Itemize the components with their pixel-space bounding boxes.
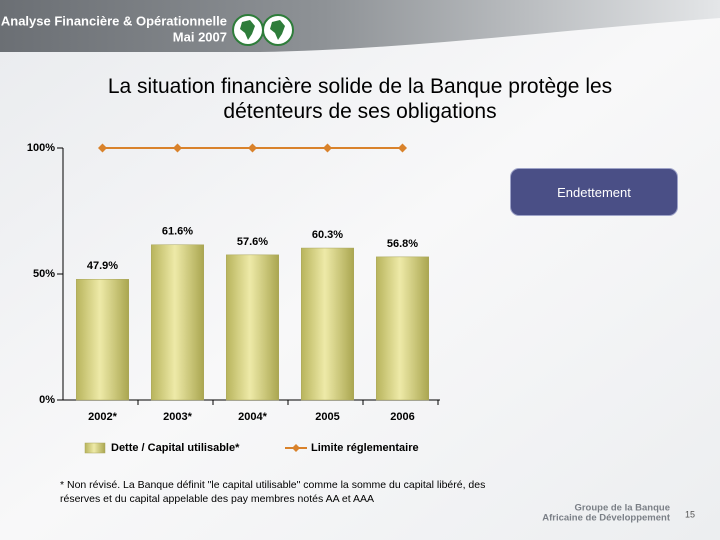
- data-label: 61.6%: [162, 226, 193, 238]
- bar: [151, 244, 204, 401]
- bar: [376, 256, 429, 401]
- x-tick-label: 2005: [315, 411, 339, 423]
- bar: [226, 254, 279, 401]
- data-label: 56.8%: [387, 238, 418, 250]
- chart-title: La situation financière solide de la Ban…: [107, 75, 613, 123]
- data-label: 57.6%: [237, 236, 268, 248]
- footer-org: Africaine de Développement: [542, 513, 671, 524]
- data-label: 60.3%: [312, 229, 343, 241]
- bar: [76, 279, 129, 401]
- header-band: [0, 0, 720, 52]
- legend-label: Limite réglementaire: [311, 442, 419, 454]
- x-tick-label: 2006: [390, 411, 414, 423]
- x-tick-label: 2004*: [238, 411, 267, 423]
- header-date: Mai 2007: [173, 29, 227, 44]
- page-number: 15: [685, 509, 695, 519]
- y-tick-label: 50%: [33, 268, 55, 280]
- footnote: * Non révisé. La Banque définit "le capi…: [60, 479, 486, 505]
- x-tick-label: 2003*: [163, 411, 192, 423]
- y-tick-label: 100%: [27, 142, 55, 154]
- legend-swatch: [84, 442, 106, 454]
- y-tick-label: 0%: [39, 394, 55, 406]
- logo: [232, 14, 294, 46]
- legend-label: Dette / Capital utilisable*: [111, 442, 240, 454]
- data-label: 47.9%: [87, 260, 118, 272]
- footer-org: Groupe de la Banque: [574, 503, 670, 514]
- bar: [301, 247, 354, 401]
- section-button[interactable]: Endettement: [510, 168, 678, 216]
- header-title: Analyse Financière & Opérationnelle: [1, 13, 227, 28]
- x-tick-label: 2002*: [88, 411, 117, 423]
- legend-swatch: [292, 444, 300, 452]
